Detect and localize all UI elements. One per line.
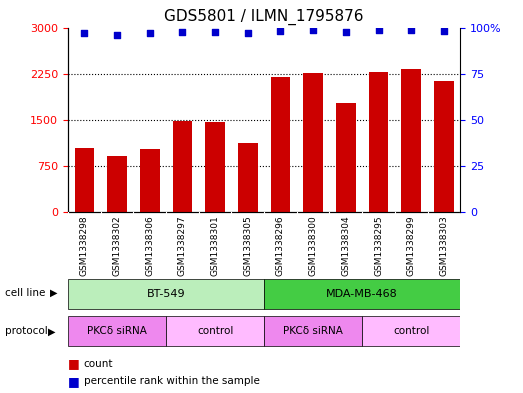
- Text: GSM1338301: GSM1338301: [211, 215, 220, 276]
- Text: GSM1338304: GSM1338304: [342, 215, 350, 276]
- Point: [113, 32, 121, 38]
- Bar: [402, 70, 421, 212]
- Text: control: control: [197, 326, 233, 336]
- Text: ■: ■: [68, 357, 79, 370]
- Text: GSM1338299: GSM1338299: [407, 215, 416, 276]
- Text: GSM1338302: GSM1338302: [112, 215, 121, 276]
- Bar: [107, 156, 127, 212]
- Text: protocol: protocol: [5, 326, 48, 336]
- Bar: [140, 149, 160, 212]
- Bar: [303, 73, 323, 212]
- Point: [178, 29, 187, 35]
- Bar: [369, 72, 388, 212]
- Text: percentile rank within the sample: percentile rank within the sample: [84, 376, 259, 386]
- Text: ▶: ▶: [50, 288, 57, 298]
- Text: GSM1338295: GSM1338295: [374, 215, 383, 276]
- Text: cell line: cell line: [5, 288, 46, 298]
- Point: [80, 30, 88, 36]
- Text: BT-549: BT-549: [147, 289, 185, 299]
- Text: PKCδ siRNA: PKCδ siRNA: [283, 326, 343, 336]
- Bar: [74, 147, 94, 212]
- Bar: [264, 279, 460, 309]
- Point: [374, 27, 383, 33]
- Text: control: control: [393, 326, 429, 336]
- Bar: [238, 143, 257, 212]
- Text: GSM1338306: GSM1338306: [145, 215, 154, 276]
- Point: [145, 30, 154, 36]
- Text: GSM1338298: GSM1338298: [80, 215, 89, 276]
- Text: GSM1338305: GSM1338305: [243, 215, 252, 276]
- Point: [440, 28, 448, 34]
- Bar: [362, 316, 460, 346]
- Text: GSM1338303: GSM1338303: [439, 215, 448, 276]
- Bar: [336, 103, 356, 212]
- Bar: [166, 316, 264, 346]
- Text: PKCδ siRNA: PKCδ siRNA: [87, 326, 147, 336]
- Point: [211, 29, 219, 35]
- Text: GSM1338300: GSM1338300: [309, 215, 317, 276]
- Bar: [271, 77, 290, 212]
- Point: [309, 27, 317, 33]
- Bar: [68, 316, 166, 346]
- Title: GDS5801 / ILMN_1795876: GDS5801 / ILMN_1795876: [164, 9, 364, 25]
- Point: [276, 28, 285, 34]
- Point: [342, 29, 350, 35]
- Bar: [68, 279, 264, 309]
- Point: [407, 27, 415, 33]
- Text: ▶: ▶: [48, 326, 55, 336]
- Bar: [434, 81, 453, 212]
- Text: ■: ■: [68, 375, 79, 388]
- Point: [244, 30, 252, 36]
- Text: GSM1338296: GSM1338296: [276, 215, 285, 276]
- Bar: [206, 122, 225, 212]
- Text: count: count: [84, 358, 113, 369]
- Text: GSM1338297: GSM1338297: [178, 215, 187, 276]
- Text: MDA-MB-468: MDA-MB-468: [326, 289, 398, 299]
- Bar: [173, 121, 192, 212]
- Bar: [264, 316, 362, 346]
